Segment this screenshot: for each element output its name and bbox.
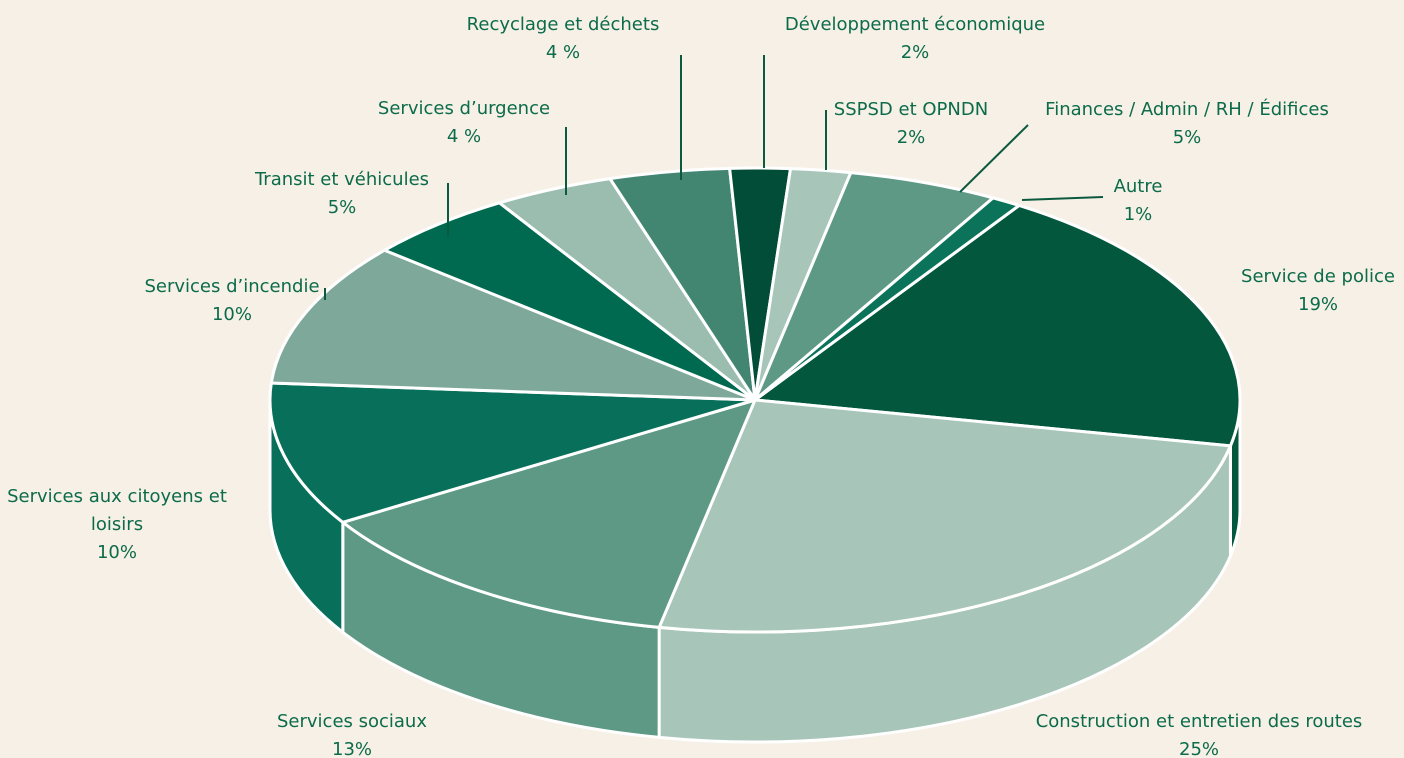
category-name: Construction et entretien des routes bbox=[1035, 711, 1363, 732]
slice bbox=[753, 203, 1242, 448]
value-label: 13% bbox=[331, 739, 373, 758]
category-name: Recyclage et déchets bbox=[466, 14, 660, 35]
slice-label: Développement économique 2% bbox=[785, 11, 1045, 67]
category-name: Service de police bbox=[1241, 266, 1395, 287]
category-name: Services d’incendie bbox=[144, 276, 320, 297]
slice-label: Service de police 19% bbox=[1241, 263, 1395, 319]
value-label: 10% bbox=[96, 542, 137, 563]
value-label: 10% bbox=[211, 304, 252, 325]
value-label: 1% bbox=[1123, 204, 1153, 225]
value-label: 5% bbox=[327, 197, 357, 218]
slice bbox=[753, 171, 995, 402]
category-name: Autre bbox=[1113, 176, 1163, 197]
category-name: Transit et véhicules bbox=[254, 169, 430, 190]
slice-label: Finances / Admin / RH / Édifices 5% bbox=[1045, 96, 1329, 152]
slice bbox=[341, 398, 757, 629]
slice bbox=[383, 201, 757, 402]
value-label: 4 % bbox=[545, 42, 581, 63]
slice bbox=[269, 248, 757, 402]
slice-label: Services d’urgence 4 % bbox=[378, 95, 550, 151]
category-name: Développement économique bbox=[784, 14, 1046, 35]
value-label: 2% bbox=[896, 127, 926, 148]
slice-label: Services sociaux 13% bbox=[277, 708, 427, 758]
slice-label: Construction et entretien des routes 25% bbox=[1036, 708, 1363, 758]
category-name: Services d’urgence bbox=[377, 98, 551, 119]
value-label: 4 % bbox=[446, 126, 482, 147]
slice-label: Autre 1% bbox=[1114, 173, 1163, 229]
value-label: 2% bbox=[900, 42, 930, 63]
category-name: Finances / Admin / RH / Édifices bbox=[1045, 99, 1329, 120]
leader-line bbox=[1021, 196, 1104, 201]
slice bbox=[753, 196, 1021, 402]
slice-label: Services aux citoyens et loisirs 10% bbox=[2, 483, 232, 567]
slice-label: Transit et véhicules 5% bbox=[255, 166, 429, 222]
slice bbox=[657, 398, 1232, 634]
category-name: SSPSD et OPNDN bbox=[833, 99, 989, 120]
leader-line bbox=[959, 124, 1029, 193]
value-label: 19% bbox=[1297, 294, 1339, 315]
category-name: Services aux citoyens et loisirs bbox=[7, 486, 227, 535]
value-label: 5% bbox=[1172, 127, 1202, 148]
value-label: 25% bbox=[1178, 739, 1220, 758]
slice-label: Recyclage et déchets 4 % bbox=[467, 11, 660, 67]
category-name: Services sociaux bbox=[276, 711, 428, 732]
slice bbox=[268, 381, 757, 524]
slice-label: Services d’incendie 10% bbox=[144, 273, 319, 329]
slice-label: SSPSD et OPNDN 2% bbox=[834, 96, 988, 152]
